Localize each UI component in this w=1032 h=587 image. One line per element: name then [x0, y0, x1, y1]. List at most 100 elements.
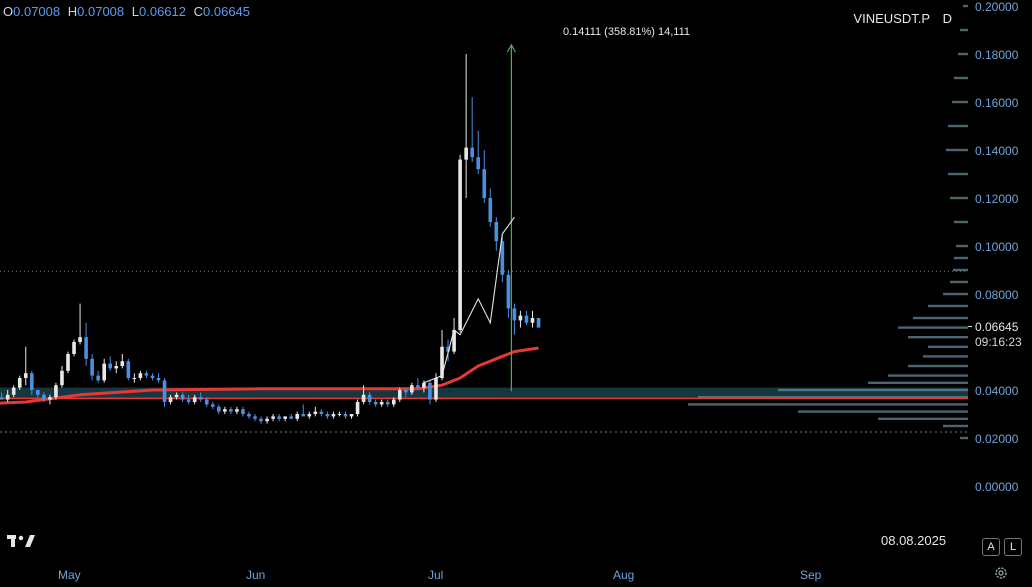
candle-body: [54, 385, 58, 398]
candle-body: [217, 406, 221, 412]
x-tick-label: Sep: [800, 568, 822, 582]
candle-body: [168, 397, 173, 402]
candle-body: [458, 159, 462, 330]
candle-body: [186, 399, 191, 402]
candle-body: [536, 318, 541, 328]
candle-body: [440, 346, 444, 378]
volume-profile-bar: [923, 355, 968, 358]
measure-label: 0.14111 (358.81%) 14,111: [563, 26, 691, 38]
candle-body: [66, 354, 70, 371]
candle-body: [265, 418, 269, 422]
candle-body: [434, 378, 438, 400]
candle-body: [283, 416, 287, 419]
bar-countdown: 09:16:23: [975, 335, 1022, 349]
candle-body: [349, 414, 354, 417]
candle-body: [210, 404, 215, 407]
candle-body: [60, 370, 64, 386]
candle-body: [379, 402, 384, 405]
zigzag-annotation: [423, 216, 515, 384]
candle-body: [5, 394, 10, 400]
log-scale-button[interactable]: L: [1004, 538, 1022, 556]
candle-body: [204, 399, 209, 405]
candle-body: [416, 385, 420, 388]
ohlc-high-value: 0.07008: [77, 4, 125, 19]
candle-body: [524, 315, 529, 323]
candle-body: [11, 387, 16, 395]
candle-body: [72, 342, 76, 354]
candle-body: [319, 411, 324, 414]
candle-body: [253, 416, 257, 419]
y-tick-label: 0.16000: [975, 96, 1019, 110]
candle-body: [150, 375, 155, 378]
candle-body: [120, 361, 125, 366]
candle-body: [410, 385, 414, 393]
symbol-name[interactable]: VINEUSDT.P: [853, 11, 930, 26]
volume-profile-bar: [948, 124, 968, 128]
candle-body: [102, 363, 106, 381]
candle-body: [452, 330, 456, 352]
volume-profile-bar: [778, 388, 968, 392]
candle-body: [464, 147, 468, 160]
y-tick-label: 0.04000: [975, 384, 1019, 398]
candle-body: [337, 414, 342, 415]
y-tick-label: 0.14000: [975, 144, 1019, 158]
settings-gear-icon[interactable]: [994, 566, 1008, 580]
candle-body: [90, 358, 94, 376]
candle-body: [223, 409, 227, 412]
candle-body: [518, 315, 523, 321]
candle-body: [174, 394, 179, 398]
candle-body: [470, 147, 474, 158]
volume-profile-bar: [960, 28, 968, 32]
candle-body: [446, 346, 450, 352]
candle-body: [42, 394, 46, 400]
candle-body: [476, 157, 481, 170]
volume-profile-bar: [888, 374, 968, 377]
ohlc-high-key: H: [67, 4, 78, 19]
candle-body: [277, 416, 281, 419]
measure-arrow-head: [506, 43, 516, 53]
auto-scale-button[interactable]: A: [982, 538, 1000, 556]
candle-body: [307, 414, 312, 417]
candle-body: [0, 397, 4, 400]
date-readout: 08.08.2025: [881, 533, 947, 548]
candle-body: [138, 373, 143, 378]
candle-body: [23, 373, 28, 378]
volume-profile-bar: [954, 220, 968, 224]
volume-profile-bar: [958, 52, 968, 56]
candle-body: [428, 382, 432, 400]
volume-profile-bar: [950, 280, 968, 284]
candle-body: [271, 416, 275, 419]
candle-body: [301, 414, 306, 417]
candle-body: [530, 318, 535, 323]
candle-body: [373, 402, 378, 405]
candle-body: [48, 397, 52, 400]
candle-body: [30, 373, 34, 390]
tradingview-logo-icon[interactable]: [7, 533, 37, 549]
ohlc-low-key: L: [131, 4, 139, 19]
timeframe-label[interactable]: D: [942, 11, 952, 26]
y-tick-label: 0.08000: [975, 288, 1019, 302]
candle-body: [247, 414, 251, 417]
volume-profile-bar: [954, 256, 968, 260]
volume-profile-bar: [948, 172, 968, 176]
candle-body: [404, 390, 408, 393]
candle-body: [114, 366, 119, 369]
candle-body: [500, 241, 505, 275]
candle-body: [229, 409, 233, 412]
candle-body: [156, 378, 161, 381]
x-tick-label: Jul: [428, 568, 444, 582]
candle-body: [355, 402, 360, 414]
candle-body: [494, 222, 499, 242]
volume-profile-bar: [928, 345, 968, 348]
volume-profile-bar: [960, 436, 968, 440]
candle-body: [144, 373, 149, 376]
volume-profile-bar: [898, 326, 968, 329]
candle-body: [367, 394, 372, 402]
candle-body: [235, 409, 239, 412]
candle-body: [180, 394, 185, 400]
volume-profile-bar: [798, 410, 968, 413]
y-tick-label: 0.18000: [975, 48, 1019, 62]
volume-profile-bar: [878, 417, 968, 420]
ohlc-low-value: 0.06612: [139, 4, 186, 19]
